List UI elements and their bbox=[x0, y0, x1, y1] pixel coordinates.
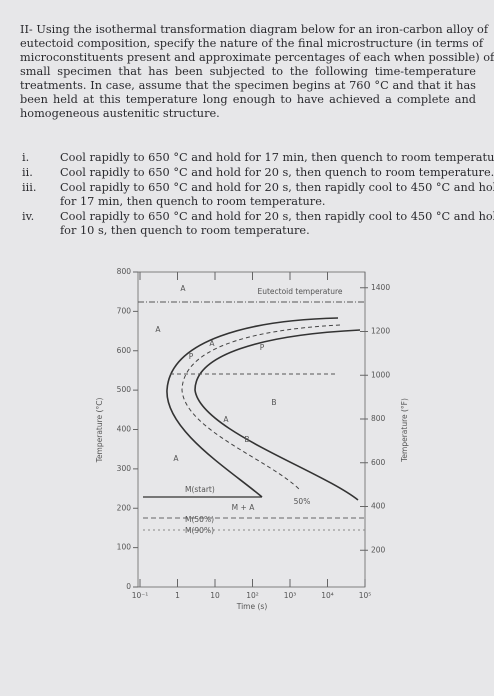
item-line: for 17 min, then quench to room temperat… bbox=[60, 195, 326, 208]
intro-line: II- Using the isothermal transformation … bbox=[20, 23, 489, 36]
intro-line: microconstituents present and approximat… bbox=[20, 51, 494, 64]
item-line: Cool rapidly to 650 °C and hold for 17 m… bbox=[60, 151, 494, 164]
start-curve bbox=[166, 317, 339, 498]
annotation: A bbox=[155, 325, 161, 334]
label-box bbox=[254, 286, 346, 297]
annotation: A bbox=[173, 454, 179, 463]
finish-curve bbox=[194, 329, 361, 501]
item-numeral: i. bbox=[22, 151, 30, 164]
annotation: B bbox=[244, 435, 249, 444]
intro-line: small specimen that has been subjected t… bbox=[20, 65, 476, 78]
y2-tick-label: 1200 bbox=[371, 327, 390, 336]
annotation: M + A bbox=[232, 503, 256, 512]
y2-tick-label: 1400 bbox=[371, 283, 390, 292]
y-tick-label: 300 bbox=[117, 464, 132, 473]
item-numeral: iii. bbox=[22, 181, 37, 194]
item-line: Cool rapidly to 650 °C and hold for 20 s… bbox=[60, 181, 494, 194]
y2-axis-label: Temperature (°F) bbox=[400, 398, 409, 463]
plot-frame bbox=[137, 271, 366, 588]
x-tick-label: 1 bbox=[175, 591, 180, 600]
y2-tick-label: 400 bbox=[371, 502, 386, 511]
annotation: P bbox=[260, 343, 265, 352]
y-axis-label: Temperature (°C) bbox=[95, 398, 104, 464]
y-tick-label: 100 bbox=[117, 543, 132, 552]
x-tick-label: 10⁴ bbox=[321, 591, 334, 600]
y-tick-label: 700 bbox=[117, 306, 132, 315]
intro-line: eutectoid composition, specify the natur… bbox=[20, 37, 484, 50]
annotation: M(90%) bbox=[185, 526, 214, 535]
item-numeral: ii. bbox=[22, 166, 33, 179]
annotation: A bbox=[180, 284, 186, 293]
intro-line: been held at this temperature long enoug… bbox=[20, 93, 476, 106]
x-tick-label: 10² bbox=[246, 591, 259, 600]
annotation: A bbox=[209, 339, 215, 348]
item-line: Cool rapidly to 650 °C and hold for 20 s… bbox=[60, 210, 494, 223]
half-curve bbox=[181, 324, 341, 491]
annotation: 50% bbox=[294, 497, 311, 506]
item-line: Cool rapidly to 650 °C and hold for 20 s… bbox=[60, 166, 494, 179]
annotation: M(start) bbox=[185, 485, 215, 494]
item-line: for 10 s, then quench to room temperatur… bbox=[60, 224, 310, 237]
y-tick-label: 0 bbox=[126, 582, 131, 591]
y2-tick-label: 800 bbox=[371, 414, 386, 423]
x-axis-label: Time (s) bbox=[236, 602, 268, 611]
annotation: M(50%) bbox=[185, 515, 214, 524]
x-tick-label: 10 bbox=[210, 591, 220, 600]
y-tick-label: 200 bbox=[117, 503, 132, 512]
item-numeral: iv. bbox=[22, 210, 35, 223]
x-tick-label: 10⁻¹ bbox=[132, 591, 149, 600]
y-tick-label: 800 bbox=[117, 267, 132, 276]
y-tick-label: 500 bbox=[117, 385, 132, 394]
intro-line: homogeneous austenitic structure. bbox=[20, 107, 220, 120]
annotation: P bbox=[189, 352, 194, 361]
annotation: Eutectoid temperature bbox=[257, 287, 342, 296]
y2-tick-label: 600 bbox=[371, 458, 386, 467]
annotation: B bbox=[271, 398, 276, 407]
x-tick-label: 10³ bbox=[284, 591, 297, 600]
y-tick-label: 400 bbox=[117, 425, 132, 434]
y2-tick-label: 1000 bbox=[371, 370, 390, 379]
y2-tick-label: 200 bbox=[371, 545, 386, 554]
x-tick-label: 10⁵ bbox=[359, 591, 372, 600]
annotation: A bbox=[223, 415, 229, 424]
y-tick-label: 600 bbox=[117, 346, 132, 355]
intro-line: treatments. In case, assume that the spe… bbox=[20, 79, 476, 92]
